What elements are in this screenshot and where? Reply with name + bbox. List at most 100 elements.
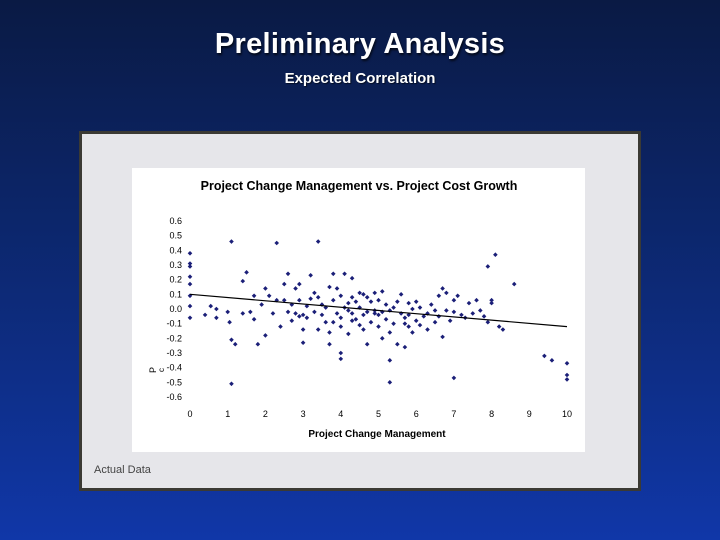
y-tick-label: 0.1 <box>169 289 182 299</box>
data-point <box>451 375 457 381</box>
data-point <box>289 318 295 324</box>
data-point <box>379 289 385 294</box>
data-point <box>297 297 302 303</box>
data-point <box>208 303 214 309</box>
data-point <box>281 297 287 303</box>
data-point <box>432 308 438 313</box>
data-point <box>334 311 340 316</box>
data-point <box>330 297 336 303</box>
data-point <box>542 353 547 359</box>
data-point <box>319 302 325 307</box>
data-point <box>330 319 336 325</box>
slide-subtitle: Expected Correlation <box>284 70 436 87</box>
data-point <box>338 315 344 321</box>
data-point <box>440 334 445 340</box>
data-point <box>372 290 378 296</box>
trend-line <box>189 293 568 328</box>
y-tick-label: 0.5 <box>169 231 182 241</box>
scatter-chart: Project Change Management vs. Project Co… <box>148 179 572 440</box>
data-point <box>451 297 457 303</box>
data-point <box>436 314 442 319</box>
data-point <box>361 327 366 332</box>
data-point <box>417 322 423 328</box>
data-point <box>485 319 491 325</box>
data-point <box>274 297 280 303</box>
data-point <box>297 314 302 319</box>
data-point <box>549 358 555 363</box>
data-point <box>564 372 570 378</box>
data-point <box>330 271 336 277</box>
x-tick-label: 7 <box>451 409 456 419</box>
data-point <box>379 309 385 315</box>
chart-panel: Project Change Management vs. Project Co… <box>79 131 641 491</box>
data-point <box>251 293 257 299</box>
data-point <box>308 296 313 302</box>
data-point <box>402 315 408 321</box>
x-tick-label: 10 <box>562 409 572 419</box>
data-point <box>338 293 344 299</box>
y-tick-label: -0.4 <box>166 363 182 373</box>
data-point <box>346 331 351 337</box>
data-point <box>391 305 396 310</box>
data-point <box>387 358 393 363</box>
data-point <box>376 297 381 303</box>
data-point <box>406 324 411 329</box>
data-point <box>187 274 193 280</box>
data-point <box>447 318 453 324</box>
data-point <box>413 318 419 324</box>
data-point <box>244 270 249 275</box>
data-point <box>297 281 302 287</box>
data-point <box>402 344 408 350</box>
data-point <box>323 319 329 325</box>
data-point <box>187 261 193 266</box>
data-point <box>364 341 370 347</box>
data-point <box>387 330 393 335</box>
data-point <box>417 305 423 310</box>
data-point <box>564 377 570 382</box>
data-point <box>187 315 193 321</box>
data-point <box>187 264 193 269</box>
slide-title: Preliminary Analysis <box>214 28 506 60</box>
data-point <box>376 312 381 318</box>
data-point <box>364 309 370 315</box>
data-point <box>493 252 498 258</box>
data-point <box>229 239 234 244</box>
data-point <box>410 306 415 312</box>
data-point <box>304 315 310 321</box>
data-point <box>353 299 359 304</box>
data-point <box>440 286 445 291</box>
x-tick-label: 3 <box>301 409 306 419</box>
data-point <box>278 324 283 329</box>
data-point <box>315 294 321 300</box>
data-point <box>410 330 415 335</box>
data-point <box>496 324 502 329</box>
data-point <box>293 311 298 316</box>
data-point <box>225 309 230 315</box>
data-point <box>364 294 370 300</box>
data-point <box>327 341 332 347</box>
chart-area: Project Change Management vs. Project Co… <box>132 168 585 452</box>
data-point <box>240 278 246 284</box>
y-tick-label: 0.2 <box>169 275 182 285</box>
data-point <box>187 293 193 299</box>
data-point <box>444 290 449 296</box>
y-axis-label: P <box>148 367 158 373</box>
x-tick-label: 1 <box>225 409 230 419</box>
data-point <box>425 311 430 316</box>
data-point <box>323 305 329 310</box>
data-point <box>413 299 419 304</box>
data-point <box>187 303 193 309</box>
data-point <box>315 239 321 244</box>
data-point <box>342 271 347 277</box>
x-tick-label: 9 <box>527 409 532 419</box>
data-point <box>300 312 306 318</box>
data-point <box>346 308 351 313</box>
data-point <box>240 311 246 316</box>
data-point <box>489 297 494 303</box>
data-point <box>436 293 442 299</box>
data-point <box>285 309 291 315</box>
x-tick-label: 6 <box>414 409 419 419</box>
data-point <box>266 293 272 299</box>
data-point <box>327 330 332 335</box>
data-point <box>402 321 408 326</box>
